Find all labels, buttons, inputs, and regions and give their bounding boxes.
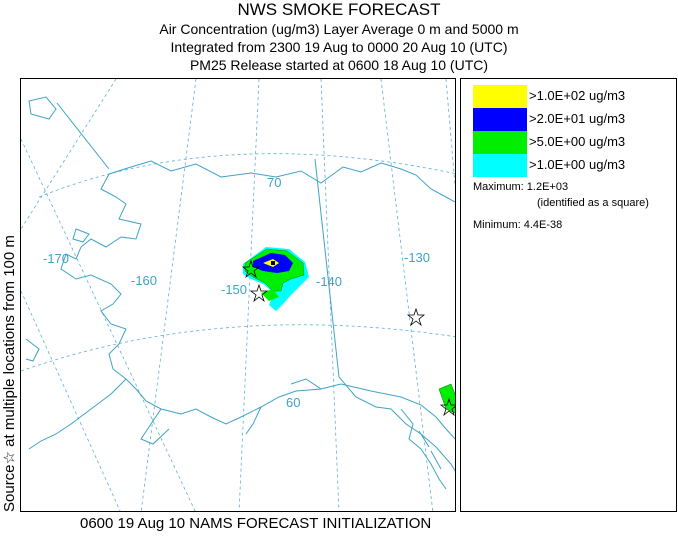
forecast-title: NWS SMOKE FORECAST	[237, 0, 441, 19]
island-nw	[28, 96, 57, 120]
plume-east	[438, 383, 455, 414]
legend-panel: >1.0E+02 ug/m3 >2.0E+01 ug/m3 >5.0E+00 u…	[460, 78, 677, 512]
legend-item: >5.0E+00 ug/m3	[473, 131, 673, 154]
meridian-label-2: -150	[221, 282, 247, 297]
legend-label: >5.0E+00 ug/m3	[529, 134, 626, 149]
concentration-subtitle: Air Concentration (ug/m3) Layer Average …	[159, 21, 519, 37]
source-star-1	[241, 259, 261, 279]
parallel-70	[38, 153, 455, 198]
aleutian-chain	[28, 378, 127, 450]
panhandle-border	[338, 376, 455, 472]
maximum-note: (identified as a square)	[537, 197, 649, 209]
legend-label: >1.0E+00 ug/m3	[529, 157, 626, 172]
meridian-1	[21, 138, 196, 511]
meridian-label-0: -170	[43, 251, 69, 266]
gulf-coast	[340, 383, 455, 440]
small-island	[72, 228, 90, 243]
panhandle-islands	[400, 408, 447, 490]
meridian-8	[445, 79, 455, 191]
parallel-label-1: 60	[286, 395, 300, 410]
maximum-value: Maximum: 1.2E+03	[473, 181, 569, 193]
alaska-map: -170 -160 -150 -140 -130 70 60	[21, 79, 455, 511]
meridian-3	[21, 79, 117, 230]
legend-swatch	[473, 108, 527, 131]
border-canada	[314, 158, 340, 378]
legend-label: >1.0E+02 ug/m3	[529, 88, 626, 103]
legend-swatch	[473, 154, 527, 177]
kodiak	[140, 408, 170, 445]
legend-label: >2.0E+01 ug/m3	[529, 111, 626, 126]
parallel-60	[21, 324, 455, 372]
legend-item: >1.0E+02 ug/m3	[473, 85, 673, 108]
meridian-label-3: -140	[316, 274, 342, 289]
parallel-label-0: 70	[267, 175, 281, 190]
cook-inlet	[245, 378, 322, 435]
meridian-7	[380, 79, 434, 511]
west-coast	[60, 173, 342, 425]
release-info: PM25 Release started at 0600 18 Aug 10 (…	[189, 57, 489, 73]
source-stars	[241, 259, 455, 417]
meridian-2	[21, 290, 121, 511]
meridian-5	[238, 79, 260, 511]
source-vertical-label: Source☆ at multiple locations from 100 m	[1, 235, 18, 512]
legend-swatch	[473, 85, 527, 108]
border-russia	[56, 102, 110, 170]
integration-period: Integrated from 2300 19 Aug to 0000 20 A…	[170, 39, 508, 55]
smoke-plume	[243, 247, 455, 414]
source-star-4	[439, 397, 455, 417]
forecast-initialization: 0600 19 Aug 10 NAMS FORECAST INITIALIZAT…	[80, 515, 432, 532]
legend-item: >1.0E+00 ug/m3	[473, 154, 673, 177]
meridian-label-4: -130	[404, 250, 430, 265]
minimum-value: Minimum: 4.4E-38	[473, 219, 563, 231]
legend-item: >2.0E+01 ug/m3	[473, 108, 673, 131]
coastline	[25, 96, 455, 490]
source-star-2	[249, 283, 269, 303]
st-lawrence-island	[25, 338, 40, 362]
source-star-3	[406, 307, 426, 327]
meridian-label-1: -160	[131, 273, 157, 288]
map-panel: -170 -160 -150 -140 -130 70 60	[20, 78, 456, 512]
maximum-square	[271, 261, 275, 265]
legend-swatch	[473, 131, 527, 154]
meridian-4	[140, 79, 197, 511]
north-coast	[108, 160, 455, 203]
